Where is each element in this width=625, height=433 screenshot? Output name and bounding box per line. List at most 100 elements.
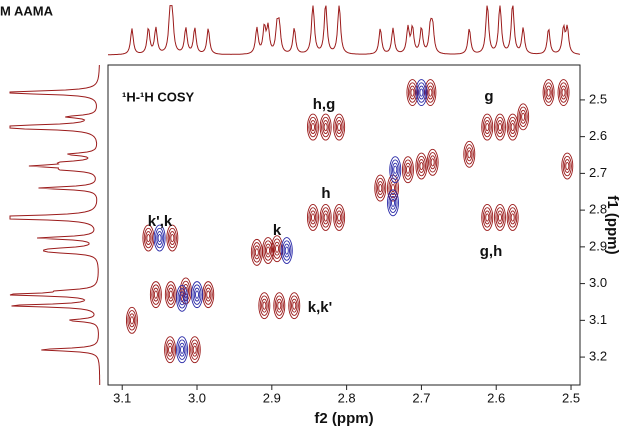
contour-ring (168, 345, 173, 354)
cross-peak (164, 281, 177, 309)
cross-peak (494, 113, 506, 141)
chart-title: M AAMA (0, 3, 54, 18)
contour-ring (484, 210, 491, 225)
contour-ring (387, 189, 399, 217)
cross-peak (506, 113, 519, 141)
contour-ring (274, 295, 284, 316)
contour-ring (428, 152, 438, 173)
contour-ring (310, 122, 315, 132)
contour-ring (156, 231, 163, 245)
cross-peak (557, 79, 570, 107)
contour-ring (375, 177, 385, 199)
contour-ring (509, 120, 516, 135)
contour-ring (262, 237, 275, 264)
cross-peak (481, 113, 494, 141)
contour-ring (419, 88, 424, 97)
contour-ring (542, 79, 555, 107)
peak-annotation: k,k' (308, 299, 332, 316)
contour-ring (418, 85, 425, 100)
contour-ring (309, 120, 317, 135)
contour-ring (482, 207, 492, 228)
cross-peak (164, 336, 177, 364)
contour-ring (419, 161, 424, 171)
contour-ring (425, 82, 435, 103)
contour-ring (266, 246, 271, 255)
cross-peak (258, 292, 271, 320)
contour-ring (335, 210, 343, 225)
cross-peak (374, 174, 387, 202)
y-tick-label: 2.6 (589, 128, 607, 143)
contour-ring (322, 120, 329, 135)
contour-ring (518, 106, 528, 128)
contour-ring (166, 284, 176, 305)
cross-peak (280, 237, 293, 264)
contour-ring (393, 165, 398, 174)
contour-ring (378, 183, 383, 193)
contour-ring (166, 342, 174, 357)
contour-ring (424, 79, 437, 107)
contour-ring (466, 147, 473, 162)
contour-ring (495, 116, 505, 138)
contour-ring (195, 290, 200, 299)
contour-ring (129, 316, 134, 325)
contour-ring (561, 88, 566, 97)
contour-ring (178, 342, 186, 357)
contour-ring (259, 295, 269, 316)
contour-ring (321, 116, 331, 138)
y-tick-label: 3.0 (589, 275, 607, 290)
contour-ring (415, 79, 428, 107)
cross-peak (166, 224, 179, 252)
contour-ring (264, 243, 272, 258)
contour-ring (282, 240, 292, 261)
x-tick-label: 2.7 (412, 390, 430, 405)
contour-ring (322, 210, 329, 225)
cross-peak (307, 204, 319, 231)
contour-ring (206, 290, 211, 299)
contour-ring (335, 120, 343, 135)
contour-ring (392, 162, 399, 177)
contour-ring (254, 248, 259, 257)
chart-subtitle: ¹H-¹H COSY (122, 89, 195, 104)
contour-ring (565, 161, 570, 171)
contour-ring (308, 116, 318, 138)
contour-ring (517, 103, 530, 131)
x-tick-label: 2.9 (263, 390, 281, 405)
cross-peak (506, 204, 519, 231)
cross-peak (273, 292, 286, 320)
contour-ring (127, 310, 137, 331)
contour-ring (152, 287, 160, 302)
peak-annotation: g (484, 88, 493, 105)
contour-ring (263, 240, 273, 261)
contour-ring (334, 207, 344, 228)
contour-ring (463, 140, 476, 168)
contour-ring (157, 233, 162, 243)
contour-ring (191, 281, 203, 309)
contour-ring (319, 204, 332, 231)
contour-ring (253, 245, 261, 260)
contour-ring (333, 204, 346, 231)
cross-peak (262, 237, 275, 264)
contour-ring (321, 207, 331, 228)
contour-ring (333, 113, 346, 141)
contour-ring (426, 148, 439, 176)
contour-ring (506, 113, 519, 141)
contour-ring (307, 113, 319, 141)
contour-ring (564, 159, 571, 173)
contour-ring (125, 306, 138, 334)
cross-peak (307, 113, 319, 141)
contour-ring (193, 287, 201, 302)
peak-annotation: h,g (313, 96, 336, 113)
contour-ring (557, 79, 570, 107)
contour-ring (467, 150, 472, 159)
contour-ring (388, 192, 398, 213)
y-axis-label: f1 (ppm) (604, 195, 621, 254)
contour-ring (402, 156, 414, 184)
cross-peak (494, 204, 506, 231)
contour-ring (429, 155, 436, 170)
contour-ring (291, 298, 298, 313)
cross-peak (288, 292, 301, 320)
contour-ring (289, 295, 299, 316)
cross-peak (188, 336, 201, 364)
contour-ring (494, 113, 506, 141)
contour-ring (177, 339, 187, 360)
